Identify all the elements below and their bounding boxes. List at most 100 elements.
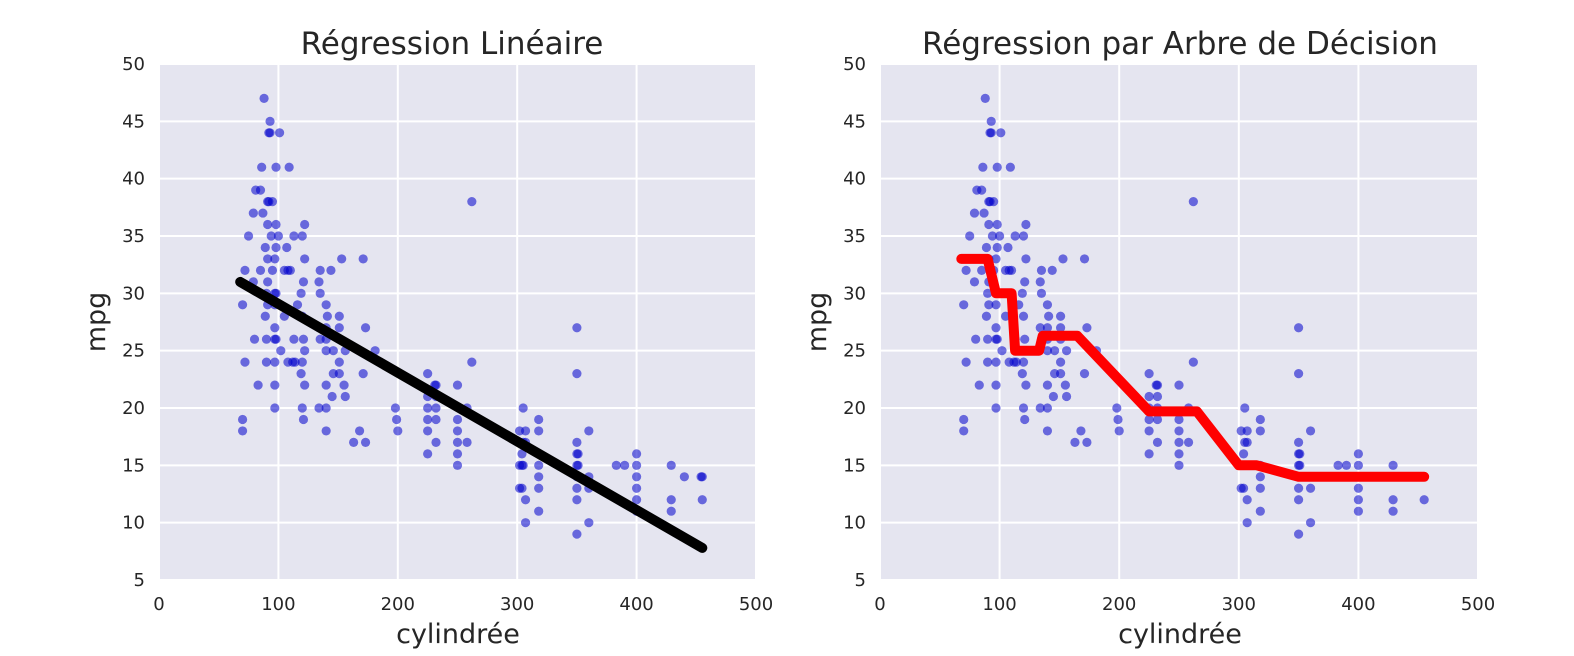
data-point xyxy=(679,472,689,482)
data-point xyxy=(1036,288,1047,298)
data-point xyxy=(1238,449,1249,459)
data-point xyxy=(980,93,990,103)
data-point xyxy=(520,495,531,505)
x-tick-label: 200 xyxy=(381,594,415,615)
data-point xyxy=(977,265,987,275)
data-point xyxy=(1112,403,1122,413)
x-tick-label: 100 xyxy=(982,594,1016,615)
data-point xyxy=(1021,219,1031,230)
data-point xyxy=(991,323,1001,333)
data-point xyxy=(1021,380,1031,390)
data-point xyxy=(334,323,344,333)
data-point xyxy=(1174,426,1184,436)
data-point xyxy=(1113,414,1123,425)
y-tick-label: 25 xyxy=(122,341,145,362)
data-point xyxy=(1294,483,1304,493)
data-point xyxy=(517,483,527,493)
y-tick-label: 30 xyxy=(122,283,145,304)
data-point xyxy=(981,311,992,321)
y-tick-label: 15 xyxy=(122,455,145,476)
data-point xyxy=(1060,380,1070,390)
data-point xyxy=(431,403,441,413)
y-tick-label: 40 xyxy=(122,169,145,190)
data-point xyxy=(237,414,248,425)
data-point xyxy=(263,277,273,287)
data-point xyxy=(452,380,463,390)
y-tick-label: 35 xyxy=(843,226,866,247)
data-point xyxy=(1061,346,1072,356)
data-point xyxy=(666,506,676,516)
data-point xyxy=(1188,357,1198,367)
data-point xyxy=(991,254,1001,264)
data-point xyxy=(1114,426,1124,436)
data-point xyxy=(321,403,331,413)
data-point xyxy=(1003,242,1013,253)
data-point xyxy=(334,311,344,321)
data-point xyxy=(1174,437,1184,447)
data-point xyxy=(1144,426,1154,436)
data-point xyxy=(1082,437,1092,447)
data-point xyxy=(572,369,582,379)
data-point xyxy=(334,369,344,379)
data-point xyxy=(267,265,278,275)
data-point xyxy=(261,334,272,344)
data-point xyxy=(322,311,332,321)
data-point xyxy=(300,380,310,390)
data-point xyxy=(271,242,281,253)
data-point xyxy=(1183,437,1194,447)
data-point xyxy=(1305,483,1316,493)
data-point xyxy=(987,231,998,241)
data-point xyxy=(284,162,294,172)
x-tick-label: 300 xyxy=(1222,594,1256,615)
data-point xyxy=(1305,518,1316,528)
data-point xyxy=(991,380,1001,390)
data-point xyxy=(986,128,996,138)
data-point xyxy=(327,391,337,402)
data-point xyxy=(1152,437,1163,447)
data-point xyxy=(961,357,971,367)
data-point xyxy=(632,449,642,459)
data-point xyxy=(1018,357,1029,367)
data-point xyxy=(1353,483,1363,493)
data-point xyxy=(1255,414,1265,425)
data-point xyxy=(452,437,463,447)
data-point xyxy=(392,414,402,425)
data-point xyxy=(1017,288,1027,298)
data-point xyxy=(1018,311,1029,321)
data-point xyxy=(289,231,299,241)
data-point xyxy=(1242,426,1252,436)
data-point xyxy=(452,414,463,425)
data-point xyxy=(969,277,980,287)
data-point xyxy=(1058,254,1068,264)
y-tick-label: 20 xyxy=(843,398,866,419)
data-point xyxy=(249,334,260,344)
data-point xyxy=(1305,426,1316,436)
data-point xyxy=(298,277,309,287)
data-point xyxy=(584,426,594,436)
data-point xyxy=(423,449,433,459)
data-point xyxy=(273,231,283,241)
data-point xyxy=(314,277,324,287)
data-point xyxy=(632,483,642,493)
data-point xyxy=(467,197,477,207)
data-point xyxy=(267,197,278,207)
data-point xyxy=(1017,369,1027,379)
data-point xyxy=(584,518,594,528)
data-point xyxy=(534,414,544,425)
x-tick-label: 300 xyxy=(500,594,534,615)
data-point xyxy=(983,357,993,367)
data-point xyxy=(1295,460,1305,470)
data-point xyxy=(1079,254,1090,264)
data-point xyxy=(1144,414,1154,425)
data-point xyxy=(1079,369,1090,379)
plot-area xyxy=(880,64,1478,580)
data-point xyxy=(1238,483,1249,493)
data-point xyxy=(240,265,250,275)
data-point xyxy=(314,403,324,413)
data-point xyxy=(983,334,993,344)
data-point xyxy=(1020,334,1030,344)
data-point xyxy=(534,483,544,493)
data-point xyxy=(270,357,280,367)
data-point xyxy=(611,460,621,470)
